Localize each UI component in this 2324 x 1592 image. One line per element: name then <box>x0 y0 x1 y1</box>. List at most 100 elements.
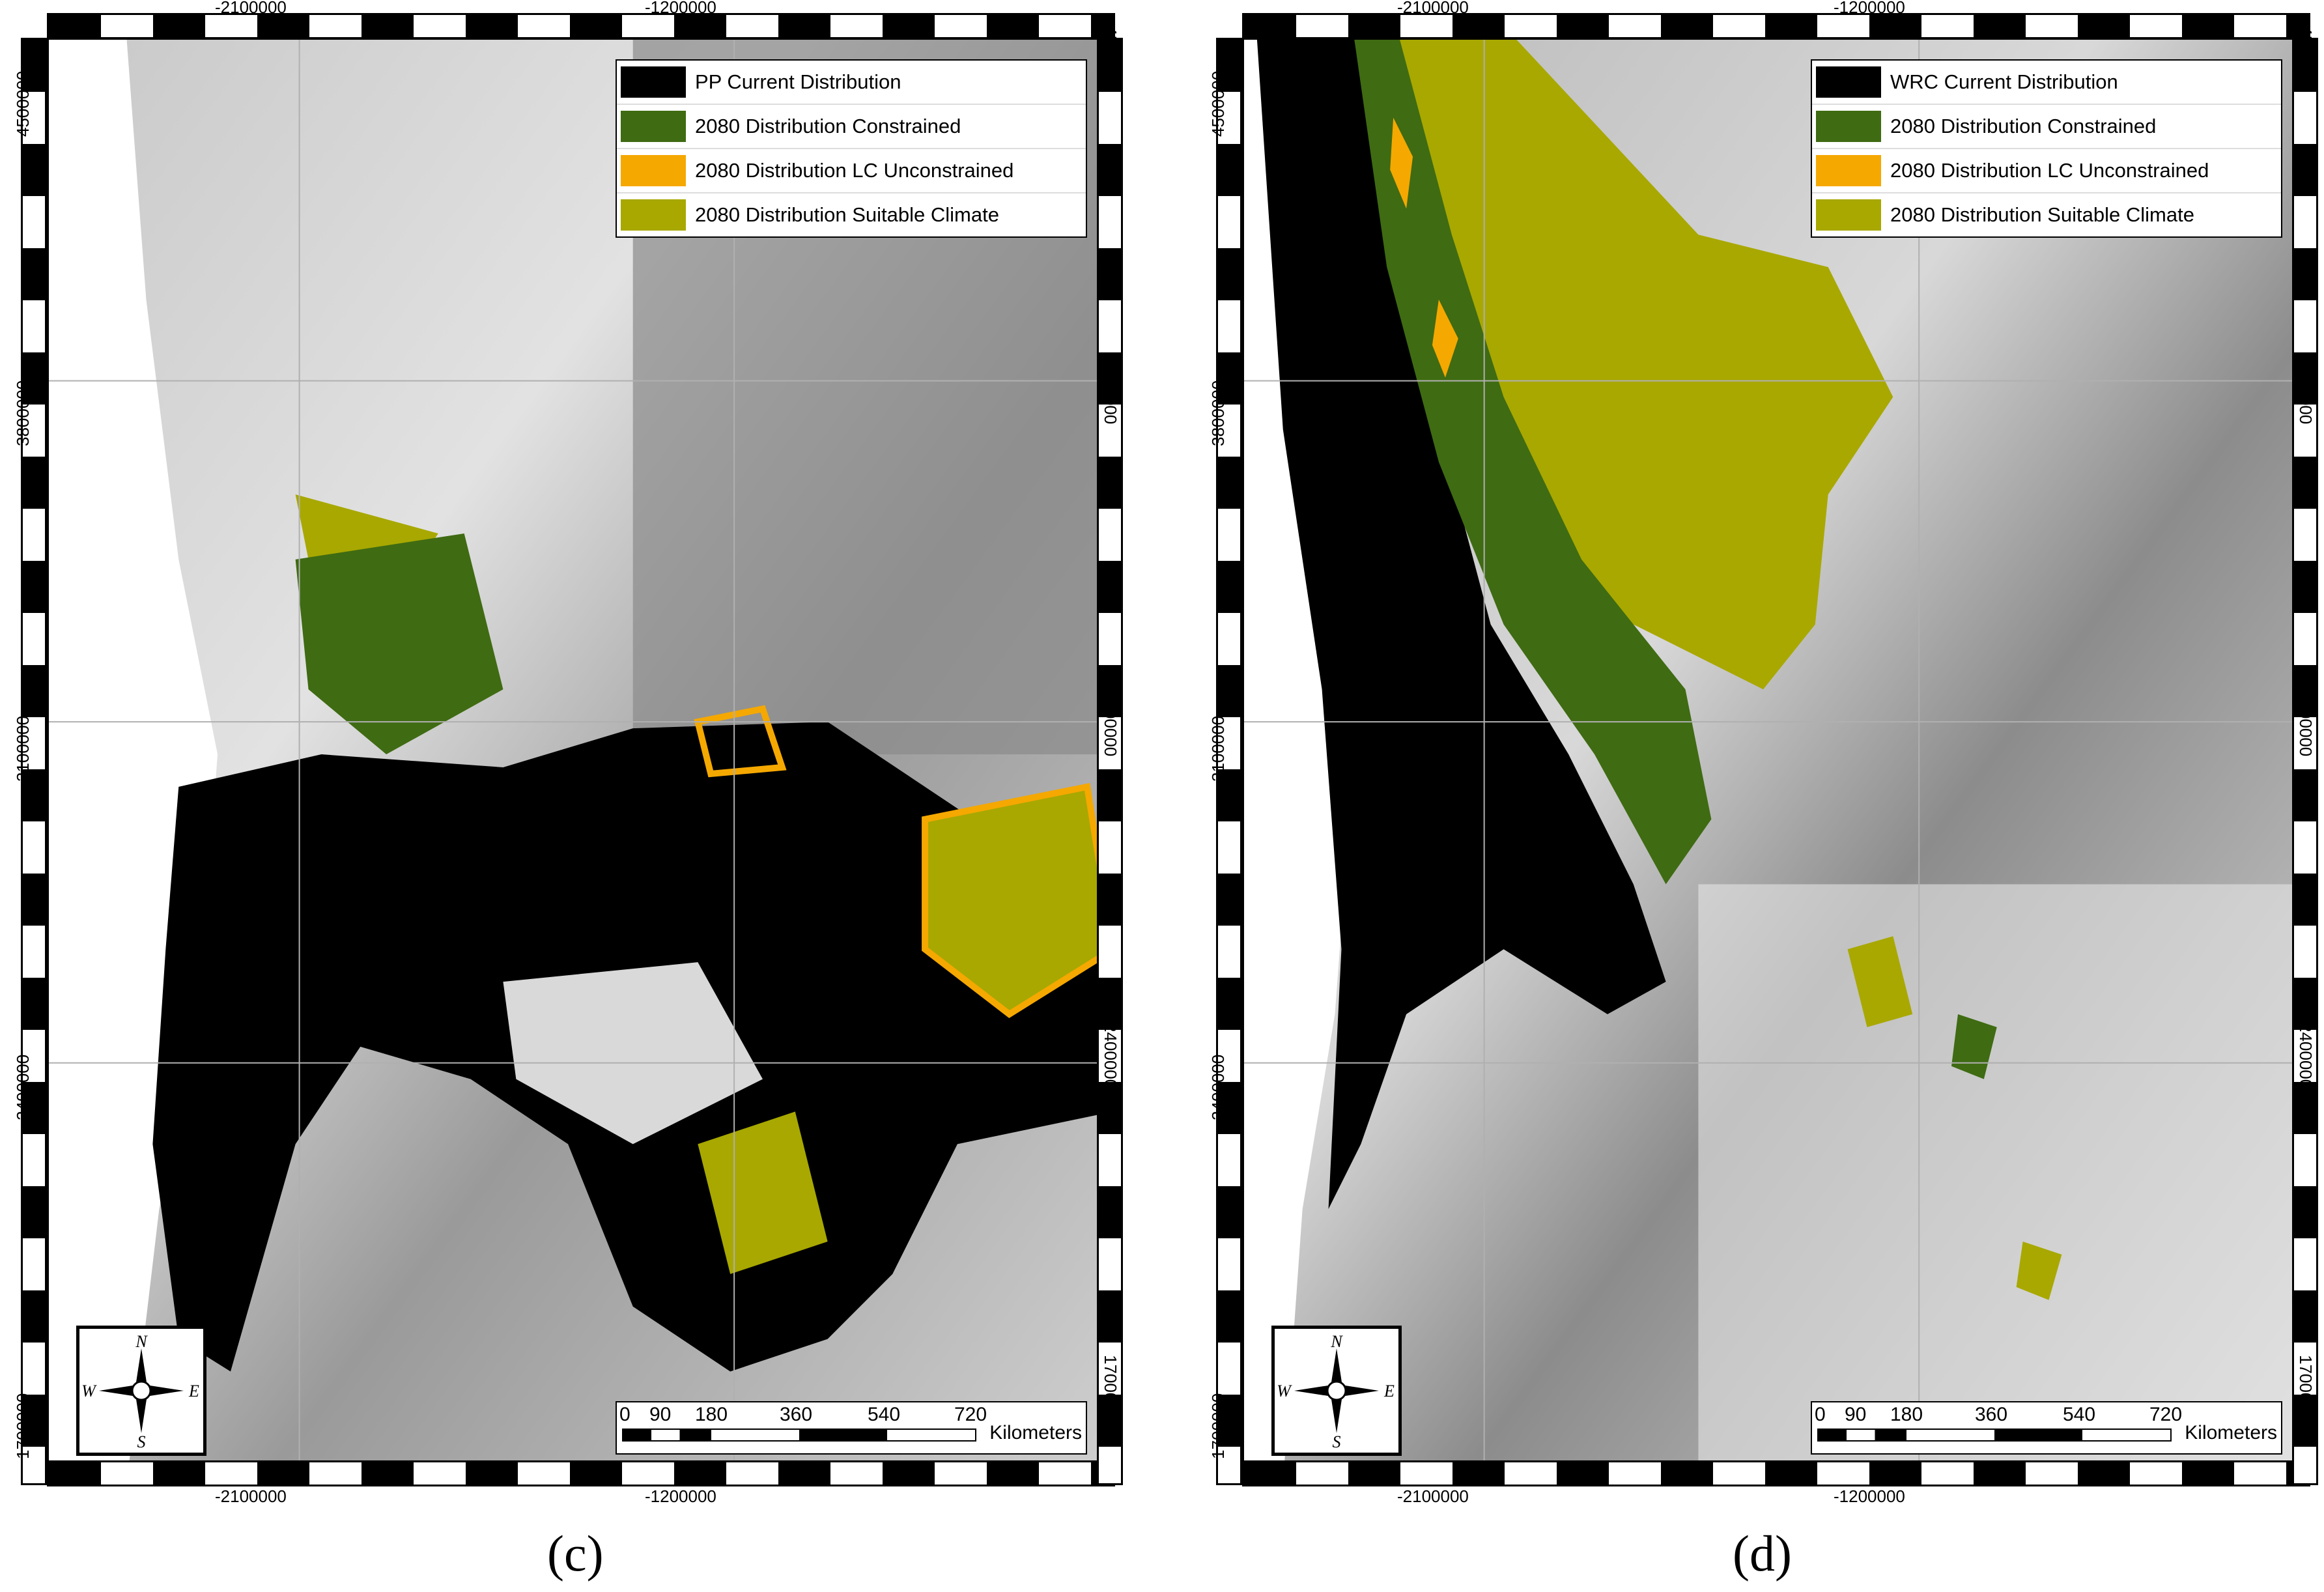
legend-label: 2080 Distribution Suitable Climate <box>1890 203 2194 226</box>
y-tick-label: 2400000 <box>2296 1023 2316 1089</box>
current-distribution-area <box>1256 40 1666 1210</box>
suitable-climate-area <box>925 786 1113 1014</box>
legend-swatch <box>1816 111 1881 142</box>
y-tick-label: 2400000 <box>13 1054 33 1120</box>
y-tick-label: 1700000 <box>13 1393 33 1459</box>
legend-item: PP Current Distribution <box>617 61 1086 105</box>
north-arrow-icon: N S E W <box>1277 1332 1395 1451</box>
constrained-area <box>1354 40 1712 885</box>
x-tick-label: -2100000 <box>215 1486 287 1506</box>
x-tick-label: -2100000 <box>1397 0 1469 17</box>
legend-swatch <box>621 111 686 142</box>
y-tick-label: 3800000 <box>1101 358 1120 425</box>
y-tick-label: 4500000 <box>13 70 33 137</box>
compass-e: E <box>188 1382 199 1400</box>
top-tick-strip <box>1242 13 2310 39</box>
scale-tick: 90 <box>649 1404 672 1425</box>
legend-item: 2080 Distribution LC Unconstrained <box>617 149 1086 193</box>
scale-tick: 360 <box>1975 1404 2008 1425</box>
map-legend: WRC Current Distribution 2080 Distributi… <box>1811 59 2282 238</box>
legend-label: 2080 Distribution Suitable Climate <box>695 203 999 226</box>
map-legend: PP Current Distribution 2080 Distributio… <box>616 59 1087 238</box>
compass-w: W <box>1277 1382 1292 1400</box>
x-tick-label: -1200000 <box>645 0 716 17</box>
legend-label: 2080 Distribution LC Unconstrained <box>695 159 1014 182</box>
y-tick-label: 1700000 <box>1208 1393 1228 1459</box>
legend-item: 2080 Distribution LC Unconstrained <box>1812 149 2281 193</box>
y-tick-label: 4500000 <box>1101 26 1120 92</box>
legend-swatch <box>1816 66 1881 98</box>
scale-tick: 540 <box>2063 1404 2096 1425</box>
top-tick-strip <box>47 13 1115 39</box>
scale-tick: 0 <box>1815 1404 1826 1425</box>
terrain-map <box>49 40 1113 1483</box>
scale-bar-segments <box>622 1429 976 1442</box>
legend-swatch <box>1816 155 1881 186</box>
x-tick-label: -1200000 <box>1834 1486 1905 1506</box>
panel-label: (d) <box>1733 1525 1792 1582</box>
scale-tick: 540 <box>868 1404 901 1425</box>
scale-bar-segments <box>1817 1429 2172 1442</box>
bottom-tick-strip <box>47 1460 1115 1486</box>
legend-label: 2080 Distribution Constrained <box>1890 115 2157 137</box>
y-tick-label: 3100000 <box>1101 690 1120 757</box>
legend-swatch <box>1816 199 1881 231</box>
scale-tick: 90 <box>1845 1404 1867 1425</box>
legend-label: WRC Current Distribution <box>1890 70 2118 93</box>
scale-bar: 0 90 180 360 540 720 Kilometers <box>616 1401 1087 1455</box>
scale-unit: Kilometers <box>989 1422 1082 1443</box>
map-panel-d: WRC Current Distribution 2080 Distributi… <box>1208 0 2318 1592</box>
y-tick-label: 3800000 <box>13 380 33 446</box>
legend-label: PP Current Distribution <box>695 70 901 93</box>
legend-item: 2080 Distribution Suitable Climate <box>1812 193 2281 236</box>
legend-label: 2080 Distribution LC Unconstrained <box>1890 159 2209 182</box>
right-tick-strip <box>1097 38 1123 1485</box>
terrain-map <box>1244 40 2308 1483</box>
y-tick-label: 4500000 <box>1208 70 1228 137</box>
legend-item: WRC Current Distribution <box>1812 61 2281 105</box>
map-frame: PP Current Distribution 2080 Distributio… <box>47 38 1115 1485</box>
legend-item: 2080 Distribution Constrained <box>1812 105 2281 149</box>
left-tick-strip <box>1216 38 1242 1485</box>
y-tick-label: 2400000 <box>1101 1023 1120 1089</box>
scale-tick: 360 <box>780 1404 813 1425</box>
legend-item: 2080 Distribution Constrained <box>617 105 1086 149</box>
compass-n: N <box>1330 1332 1343 1351</box>
compass-rose: N S E W <box>76 1326 206 1456</box>
x-tick-label: -2100000 <box>1397 1486 1469 1506</box>
constrained-area <box>295 533 503 755</box>
right-tick-strip <box>2292 38 2318 1485</box>
legend-swatch <box>621 155 686 186</box>
y-tick-label: 3800000 <box>2296 358 2316 425</box>
bottom-tick-strip <box>1242 1460 2310 1486</box>
y-tick-label: 3100000 <box>2296 690 2316 757</box>
y-tick-label: 3800000 <box>1208 380 1228 446</box>
suitable-climate-area <box>1322 40 1893 690</box>
compass-rose: N S E W <box>1271 1326 1402 1456</box>
scale-tick: 180 <box>695 1404 728 1425</box>
x-tick-label: -1200000 <box>645 1486 716 1506</box>
scale-bar: 0 90 180 360 540 720 Kilometers <box>1811 1401 2282 1455</box>
north-arrow-icon: N S E W <box>81 1332 199 1451</box>
y-tick-label: 3100000 <box>1208 715 1228 782</box>
compass-e: E <box>1383 1382 1395 1400</box>
scale-unit: Kilometers <box>2185 1422 2277 1443</box>
y-tick-label: 1700000 <box>1101 1355 1120 1421</box>
y-tick-label: 2400000 <box>1208 1054 1228 1120</box>
scale-tick: 720 <box>954 1404 987 1425</box>
scale-tick: 180 <box>1890 1404 1923 1425</box>
map-panel-c: PP Current Distribution 2080 Distributio… <box>13 0 1123 1592</box>
y-tick-label: 1700000 <box>2296 1355 2316 1421</box>
map-frame: WRC Current Distribution 2080 Distributi… <box>1242 38 2310 1485</box>
compass-s: S <box>137 1432 146 1451</box>
legend-label: 2080 Distribution Constrained <box>695 115 961 137</box>
legend-swatch <box>621 66 686 98</box>
suitable-climate-area <box>698 1111 828 1274</box>
y-tick-label: 3100000 <box>13 715 33 782</box>
left-tick-strip <box>21 38 47 1485</box>
x-tick-label: -1200000 <box>1834 0 1905 17</box>
scale-tick: 720 <box>2149 1404 2183 1425</box>
compass-s: S <box>1333 1432 1341 1451</box>
legend-item: 2080 Distribution Suitable Climate <box>617 193 1086 236</box>
panel-label: (c) <box>547 1525 604 1582</box>
